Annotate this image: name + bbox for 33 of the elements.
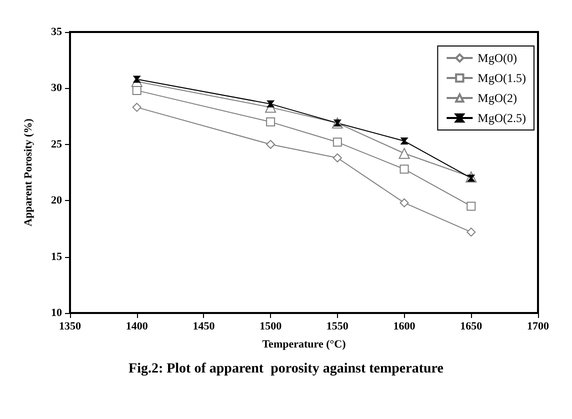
x-tick-label: 1400 (126, 320, 148, 332)
point (132, 102, 142, 112)
x-tick-label: 1600 (393, 320, 416, 332)
caption: Fig.2: Plot of apparent porosity against temperature (128, 362, 444, 376)
y-axis-title: Apparent Porosity (%) (22, 118, 34, 226)
point (466, 228, 476, 237)
point (398, 148, 410, 159)
point (266, 117, 276, 126)
legend-label: MgO(1.5) (478, 71, 526, 85)
point (466, 202, 476, 211)
point (400, 164, 409, 174)
y-tick-label: 30 (51, 82, 62, 94)
point (400, 138, 408, 145)
y-tick-label: 35 (51, 26, 62, 38)
x-tick-label: 1650 (460, 320, 483, 332)
point (266, 140, 276, 149)
point (267, 100, 274, 108)
y-tick-label: 20 (51, 194, 62, 207)
x-tick-label: 1350 (59, 320, 82, 332)
point (332, 153, 342, 162)
x-tick-label: 1700 (527, 320, 550, 332)
y-tick-label: 10 (51, 307, 62, 319)
x-tick-label: 1450 (192, 320, 216, 332)
x-tick-label: 1500 (260, 320, 282, 332)
y-tick-label: 25 (51, 138, 62, 150)
x-axis-title: Temperature (°C) (262, 338, 346, 350)
legend-label: MgO(2) (478, 91, 518, 105)
point (332, 138, 342, 147)
y-tick-label: 15 (51, 250, 62, 263)
x-tick-label: 1550 (326, 320, 349, 332)
point (400, 198, 409, 208)
legend-label: MgO(0) (478, 51, 518, 65)
legend-label: MgO(2.5) (478, 111, 526, 125)
